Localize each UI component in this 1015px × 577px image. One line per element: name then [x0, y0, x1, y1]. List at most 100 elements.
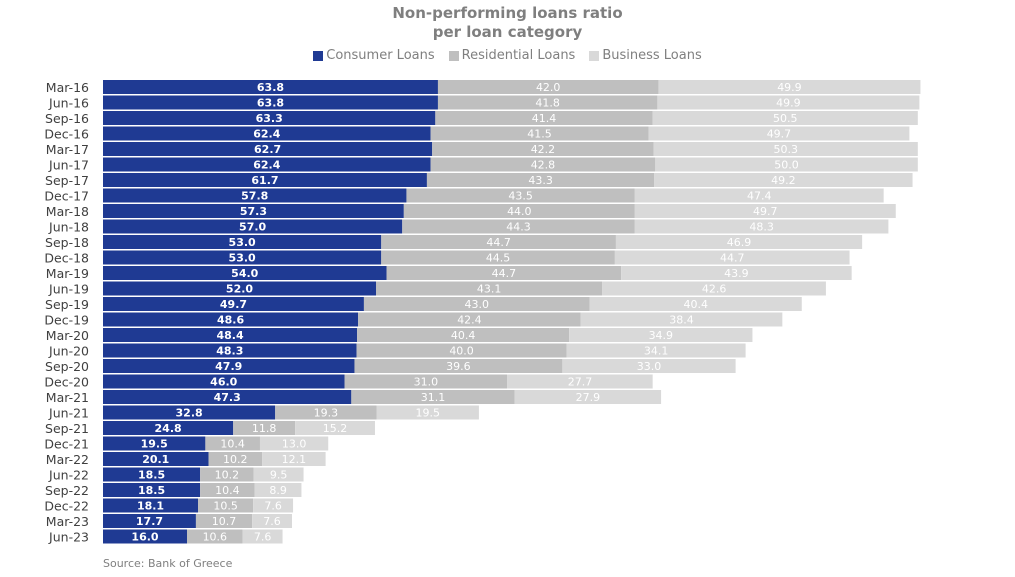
data-label-residential: 31.1: [421, 391, 446, 404]
bar-business: [376, 405, 479, 420]
data-label-consumer: 54.0: [231, 267, 258, 280]
data-label-residential: 42.0: [536, 81, 561, 94]
y-tick-label: Sep-17: [45, 173, 89, 188]
bar-business: [658, 80, 921, 94]
bar-consumer: [103, 80, 438, 94]
data-label-business: 49.2: [771, 174, 796, 187]
legend-item-consumer: Consumer Loans: [313, 48, 435, 63]
bar-consumer: [103, 173, 427, 187]
y-tick-label: Mar-17: [46, 142, 89, 157]
bar-consumer: [103, 157, 431, 172]
data-label-residential: 44.5: [486, 252, 511, 265]
bar-residential: [437, 80, 659, 94]
bar-residential: [208, 452, 263, 466]
bar-business: [507, 374, 653, 389]
data-label-residential: 41.8: [535, 97, 560, 110]
bar-residential: [358, 312, 581, 327]
bar-consumer: [103, 359, 355, 373]
bar-residential: [386, 266, 622, 280]
bar-residential: [205, 436, 260, 451]
data-label-business: 49.7: [767, 128, 792, 141]
data-label-consumer: 18.5: [138, 484, 165, 497]
y-tick-label: Mar-23: [46, 514, 89, 529]
y-tick-label: Dec-16: [44, 127, 89, 142]
bar-business: [295, 421, 375, 435]
bar-business: [652, 111, 918, 125]
data-label-consumer: 63.8: [257, 81, 284, 94]
bar-business: [602, 281, 826, 296]
legend-swatch-business: [589, 50, 600, 61]
data-label-consumer: 48.4: [216, 329, 243, 342]
data-label-business: 49.9: [776, 97, 801, 110]
y-tick-label: Dec-20: [44, 375, 89, 390]
data-label-business: 34.9: [649, 329, 674, 342]
data-label-business: 49.7: [753, 205, 778, 218]
y-tick-label: Jun-19: [48, 282, 89, 297]
data-label-business: 48.3: [749, 221, 774, 234]
legend: Consumer Loans Residential Loans Busines…: [0, 48, 1015, 63]
bar-business: [654, 173, 913, 187]
data-label-consumer: 57.0: [239, 221, 266, 234]
data-label-consumer: 49.7: [220, 298, 247, 311]
bar-consumer: [103, 529, 187, 544]
bar-residential: [376, 281, 603, 296]
y-tick-label: Jun-23: [48, 530, 89, 545]
data-label-business: 46.9: [727, 236, 752, 249]
data-label-business: 7.6: [264, 500, 282, 513]
bar-consumer: [103, 436, 206, 451]
data-label-residential: 44.0: [507, 205, 532, 218]
y-tick-label: Sep-19: [45, 297, 89, 312]
bar-consumer: [103, 312, 359, 327]
data-label-business: 40.4: [683, 298, 708, 311]
source-note: Source: Bank of Greece: [103, 557, 233, 570]
data-label-business: 8.9: [269, 484, 287, 497]
data-label-consumer: 62.7: [254, 143, 281, 156]
bar-business: [242, 529, 283, 544]
bar-residential: [381, 235, 616, 249]
y-tick-label: Mar-22: [46, 452, 89, 467]
bar-residential: [430, 157, 656, 172]
bar-consumer: [103, 219, 403, 234]
y-tick-label: Sep-20: [45, 359, 89, 374]
data-label-business: 33.0: [637, 360, 662, 373]
bar-consumer: [103, 188, 407, 203]
bar-business: [655, 157, 918, 172]
data-label-business: 43.9: [724, 267, 749, 280]
y-tick-label: Sep-16: [45, 111, 89, 126]
bar-consumer: [103, 281, 376, 296]
data-label-business: 50.5: [773, 112, 798, 125]
bar-residential: [437, 95, 658, 110]
bar-residential: [354, 359, 563, 373]
y-tick-label: Jun-18: [48, 220, 89, 235]
data-label-business: 7.6: [263, 515, 281, 528]
data-label-residential: 42.8: [531, 159, 556, 172]
bar-consumer: [103, 467, 201, 482]
bar-residential: [200, 467, 254, 482]
y-tick-label: Dec-22: [44, 499, 89, 514]
bar-business: [569, 328, 753, 342]
bar-residential: [430, 126, 649, 141]
data-label-residential: 11.8: [252, 422, 277, 435]
y-tick-label: Jun-17: [48, 158, 89, 173]
bar-residential: [403, 204, 635, 218]
bar-consumer: [103, 266, 387, 280]
y-tick-label: Dec-17: [44, 189, 89, 204]
data-label-consumer: 19.5: [141, 438, 168, 451]
data-label-consumer: 61.7: [251, 174, 278, 187]
bar-consumer: [103, 374, 345, 389]
data-label-residential: 44.7: [486, 236, 511, 249]
y-tick-label: Mar-19: [46, 266, 89, 281]
bar-consumer: [103, 95, 438, 110]
data-label-consumer: 32.8: [176, 407, 203, 420]
bar-residential: [357, 328, 570, 342]
data-label-business: 19.5: [415, 407, 440, 420]
data-label-consumer: 47.9: [215, 360, 242, 373]
data-label-residential: 10.4: [220, 438, 245, 451]
y-tick-label: Dec-18: [44, 251, 89, 266]
bar-residential: [275, 405, 377, 420]
data-label-business: 42.6: [702, 283, 727, 296]
bar-residential: [406, 188, 635, 203]
bar-residential: [426, 173, 655, 187]
bar-consumer: [103, 498, 199, 513]
bar-business: [253, 467, 304, 482]
